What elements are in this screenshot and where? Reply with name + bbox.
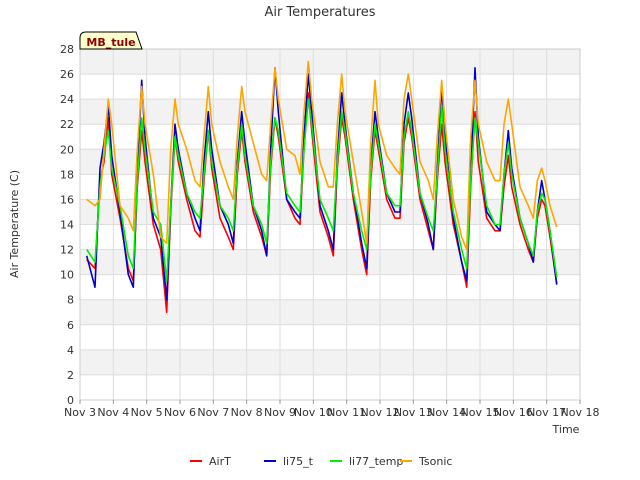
x-tick-label: Nov 14 (427, 406, 466, 419)
y-tick-label: 2 (67, 369, 74, 382)
x-tick-label: Nov 12 (361, 406, 400, 419)
x-tick-label: Nov 18 (561, 406, 600, 419)
y-axis-label: Air Temperature (C) (8, 170, 21, 278)
y-tick-label: 28 (60, 43, 74, 56)
legend-item: li77_temp (330, 455, 403, 468)
y-tick-label: 26 (60, 68, 74, 81)
series-line-tsonic (86, 60, 558, 251)
background-band (80, 299, 580, 325)
x-tick-label: Nov 3 (64, 406, 96, 419)
y-tick-label: 22 (60, 118, 74, 131)
legend-label: AirT (209, 455, 231, 468)
y-tick-label: 18 (60, 168, 74, 181)
x-tick-label: Nov 5 (131, 406, 163, 419)
series-lines (85, 60, 558, 314)
site-badge: MB_tule (79, 31, 143, 50)
legend-label: Tsonic (418, 455, 452, 468)
legend-item: li75_t (264, 455, 314, 468)
site-badge-shape (79, 31, 143, 50)
plot-frame (79, 48, 581, 401)
x-tick-label: Nov 17 (527, 406, 566, 419)
y-tick-label: 20 (60, 143, 74, 156)
y-tick-label: 10 (60, 269, 74, 282)
y-tick-label: 12 (60, 244, 74, 257)
legend-item: Tsonic (400, 455, 452, 468)
background-band (80, 49, 580, 75)
chart-title: Air Temperatures (264, 5, 375, 20)
y-tick-label: 24 (60, 93, 74, 106)
y-tick-label: 8 (67, 294, 74, 307)
y-tick-label: 16 (60, 193, 74, 206)
background-band (80, 349, 580, 375)
legend-label: li75_t (283, 455, 314, 468)
x-tick-label: Nov 6 (164, 406, 196, 419)
y-tick-label: 14 (60, 219, 74, 232)
background-band (80, 99, 580, 125)
x-axis-label: Time (552, 423, 580, 436)
legend-label: li77_temp (349, 455, 403, 468)
x-tick-label: Nov 8 (231, 406, 263, 419)
background-band (80, 149, 580, 175)
x-tick-label: Nov 4 (97, 406, 129, 419)
x-tick-label: Nov 15 (461, 406, 500, 419)
series-line-li77-temp (86, 98, 558, 282)
x-tick-label: Nov 9 (264, 406, 296, 419)
x-tick-label: Nov 7 (197, 406, 229, 419)
y-tick-label: 6 (67, 319, 74, 332)
x-tick-label: Nov 11 (327, 406, 366, 419)
background-band (80, 249, 580, 275)
x-tick-label: Nov 16 (494, 406, 533, 419)
y-tick-label: 0 (67, 394, 74, 407)
site-badge-label: MB_tule (86, 36, 135, 49)
legend-item: AirT (190, 455, 231, 468)
y-tick-label: 4 (67, 344, 74, 357)
x-tick-label: Nov 10 (294, 406, 333, 419)
x-tick-label: Nov 13 (394, 406, 433, 419)
legend: AirT li75_t li77_temp Tsonic (190, 455, 452, 468)
